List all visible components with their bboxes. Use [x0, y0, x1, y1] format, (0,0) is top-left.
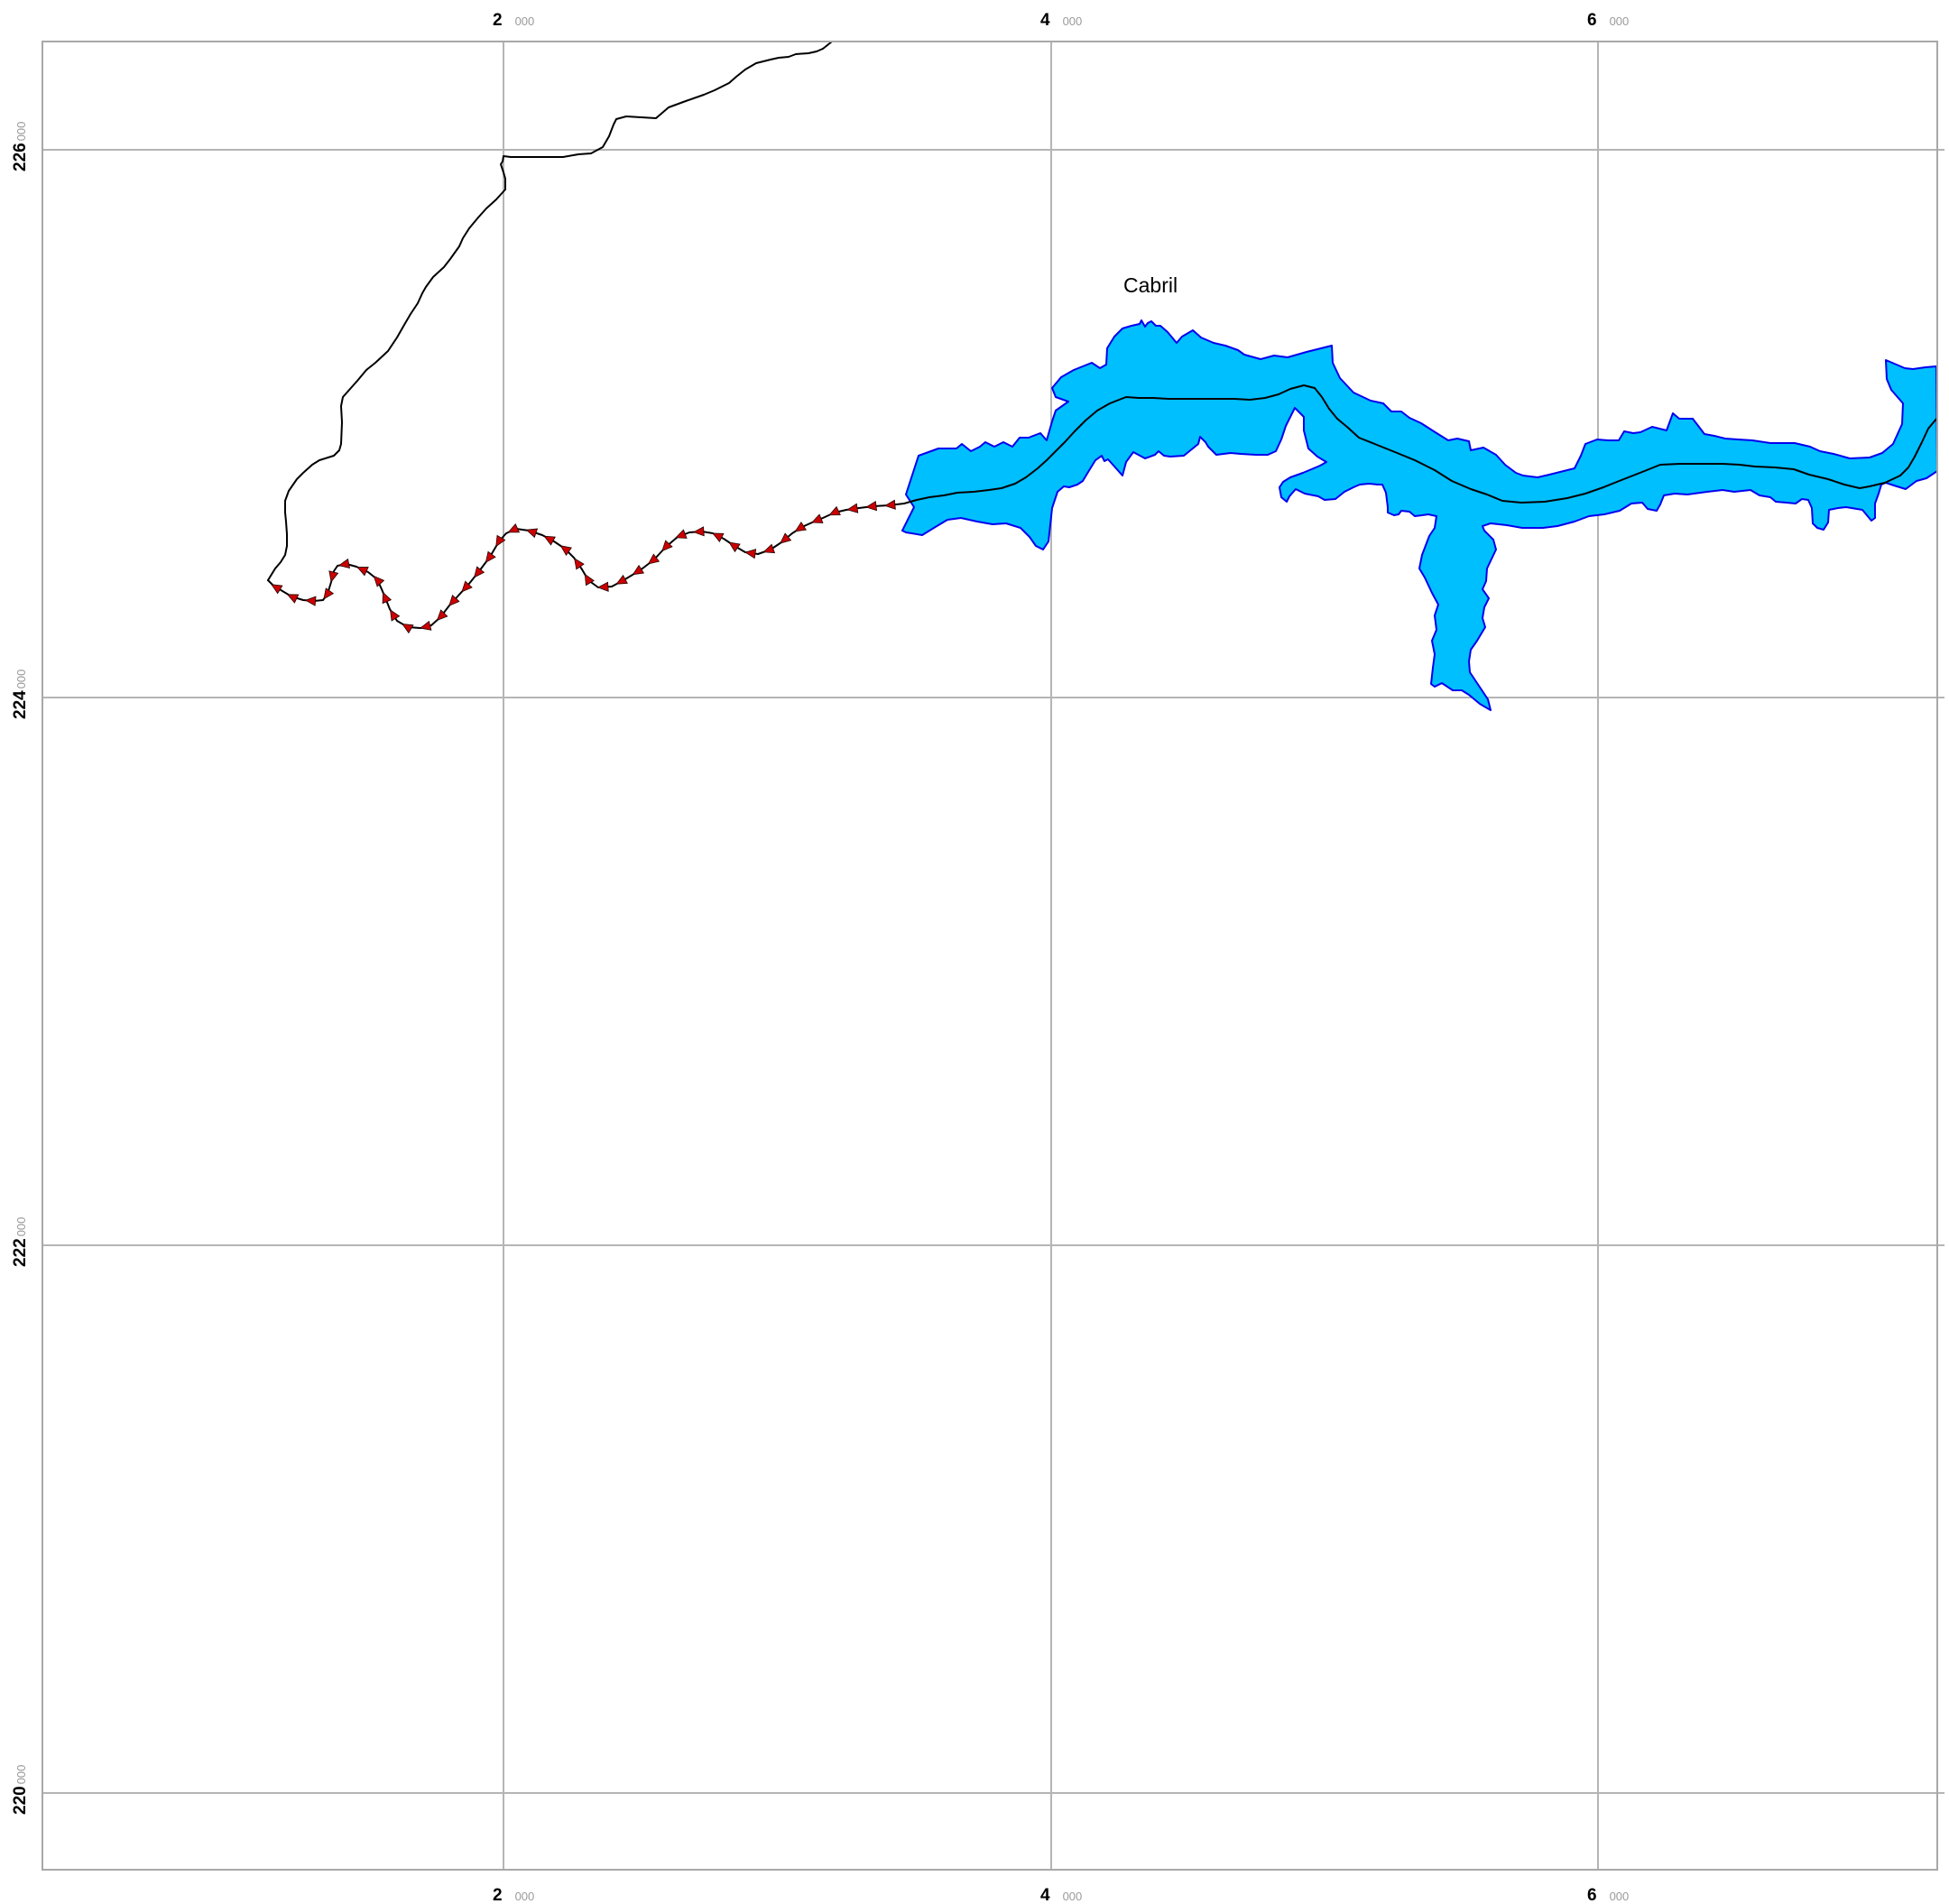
flow-direction-arrow-icon — [559, 545, 572, 557]
flow-direction-arrow-icon — [675, 529, 688, 539]
flow-direction-arrow-icon — [436, 609, 448, 622]
x-label-top-4: 4 000 — [1040, 11, 1082, 30]
grid-lines — [42, 42, 1944, 1870]
flow-direction-arrow-icon — [762, 543, 776, 554]
flow-direction-arrow-icon — [420, 620, 432, 631]
svg-text:226000: 226000 — [11, 122, 30, 171]
flow-direction-arrow-icon — [846, 503, 859, 513]
river-line-upper[interactable] — [267, 41, 833, 581]
flow-direction-arrow-icon — [661, 540, 673, 552]
map-frame — [42, 41, 1938, 1871]
flow-direction-arrow-icon — [337, 558, 350, 568]
flow-direction-arrow-icon — [574, 558, 585, 570]
flow-direction-arrow-icon — [304, 596, 317, 606]
flow-direction-arrow-icon — [692, 526, 705, 537]
y-label-222: 222000 — [11, 1217, 30, 1267]
flow-direction-arrow-icon — [382, 591, 393, 605]
flow-direction-arrow-icon — [525, 528, 539, 539]
place-label-cabril: Cabril — [1123, 273, 1178, 297]
y-label-220: 220000 — [11, 1765, 30, 1815]
flow-direction-arrow-icon — [323, 587, 335, 600]
flow-direction-arrow-icon — [461, 580, 473, 593]
flow-direction-arrow-icon — [402, 623, 414, 634]
flow-direction-arrow-icon — [286, 594, 300, 604]
flow-direction-arrow-icon — [373, 575, 385, 587]
flow-direction-arrow-icon — [632, 564, 645, 576]
flow-direction-arrow-icon — [828, 505, 841, 516]
flow-direction-arrow-icon — [474, 566, 485, 578]
flow-direction-arrow-icon — [596, 581, 609, 592]
flow-direction-arrow-icon — [448, 595, 460, 606]
x-label-bottom-2: 2 000 — [493, 1886, 534, 1904]
flow-direction-arrow-icon — [485, 550, 496, 563]
flow-direction-arrow-icon — [744, 549, 757, 559]
svg-text:222000: 222000 — [11, 1217, 30, 1267]
x-label-top-6: 6 000 — [1587, 11, 1629, 30]
reservoir-polygon[interactable] — [901, 319, 1938, 711]
flow-direction-arrow-icon — [794, 521, 807, 532]
flow-direction-arrow-icon — [356, 567, 369, 577]
flow-direction-arrow-icon — [543, 535, 556, 546]
flow-direction-arrow-icon — [328, 570, 339, 583]
flow-direction-arrows — [271, 499, 896, 634]
flow-direction-arrow-icon — [865, 501, 878, 512]
svg-text:224000: 224000 — [11, 670, 30, 719]
x-label-bottom-4: 4 000 — [1040, 1886, 1082, 1904]
river-line-main[interactable] — [267, 384, 1938, 629]
flow-direction-arrow-icon — [271, 584, 283, 595]
flow-direction-arrow-icon — [647, 553, 660, 565]
x-label-bottom-6: 6 000 — [1587, 1886, 1629, 1904]
flow-direction-arrow-icon — [615, 574, 628, 585]
y-label-224: 224000 — [11, 670, 30, 719]
flow-direction-arrow-icon — [711, 532, 725, 543]
flow-direction-arrow-icon — [883, 499, 896, 510]
x-axis-labels-top: 2 000 4 000 6 000 — [493, 11, 1629, 30]
x-label-top-2: 2 000 — [493, 11, 534, 30]
x-axis-labels-bottom: 2 000 4 000 6 000 — [493, 1886, 1629, 1904]
flow-direction-arrow-icon — [810, 513, 824, 523]
flow-direction-arrow-icon — [495, 534, 506, 548]
svg-text:220000: 220000 — [11, 1765, 30, 1815]
flow-direction-arrow-icon — [507, 523, 521, 533]
flow-direction-arrow-icon — [780, 532, 792, 544]
y-axis-labels-left: 226000 224000 222000 220000 — [11, 122, 30, 1815]
y-label-226: 226000 — [11, 122, 30, 171]
flow-direction-arrow-icon — [728, 541, 741, 553]
flow-direction-arrow-icon — [584, 573, 595, 587]
flow-direction-arrow-icon — [390, 609, 401, 622]
